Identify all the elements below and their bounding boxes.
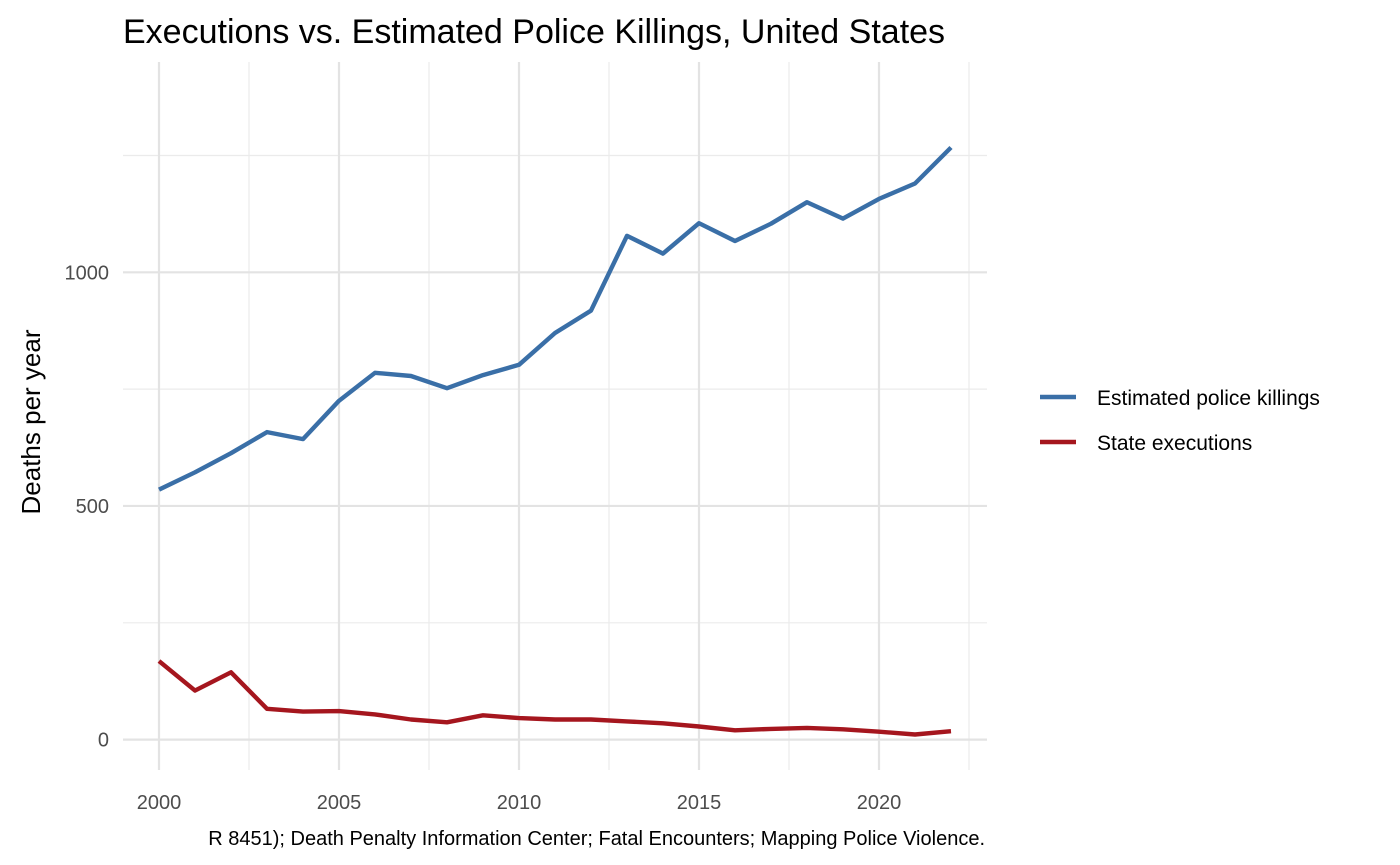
x-tick-label: 2015 (677, 792, 722, 814)
minor-gridlines (123, 62, 987, 770)
chart-title: Executions vs. Estimated Police Killings… (123, 13, 945, 51)
y-tick-label: 1000 (65, 262, 110, 284)
y-axis-tick-labels: 0 500 1000 (65, 262, 110, 751)
series-line-0 (158, 145, 953, 492)
legend-label-1: State executions (1097, 432, 1252, 455)
x-tick-label: 2010 (497, 792, 542, 814)
series-line-1 (157, 659, 952, 737)
y-tick-label: 500 (76, 496, 109, 518)
x-axis-tick-labels: 2000 2005 2010 2015 2020 (137, 792, 902, 814)
legend: Estimated police killings State execution… (1040, 387, 1320, 455)
legend-label-0: Estimated police killings (1097, 387, 1320, 410)
chart-caption: R 8451); Death Penalty Information Cente… (208, 828, 985, 850)
major-gridlines (123, 62, 987, 770)
y-tick-label: 0 (98, 730, 109, 752)
x-tick-label: 2000 (137, 792, 182, 814)
y-axis-title: Deaths per year (16, 329, 46, 514)
x-tick-label: 2005 (317, 792, 362, 814)
series-lines (157, 145, 953, 737)
x-tick-label: 2020 (857, 792, 902, 814)
